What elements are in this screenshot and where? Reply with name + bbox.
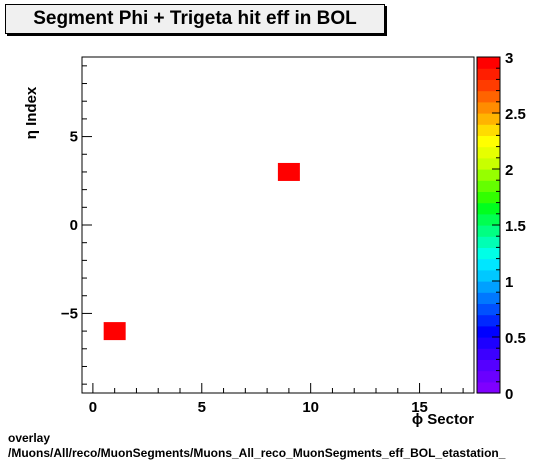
- colorbar-segment: [477, 269, 500, 282]
- colorbar-segment: [477, 370, 500, 383]
- y-axis-label: η Index: [23, 86, 40, 139]
- colorbar-segment: [477, 146, 500, 159]
- y-tick-label: 5: [70, 129, 78, 146]
- colorbar-segment: [477, 247, 500, 260]
- colorbar-segment: [477, 101, 500, 114]
- colorbar-segment: [477, 68, 500, 80]
- colorbar-segment: [477, 236, 500, 248]
- colorbar-segment: [477, 325, 500, 338]
- colorbar-tick-label: 2: [505, 162, 513, 179]
- footer-path-label: /Muons/All/reco/MuonSegments/Muons_All_r…: [8, 446, 506, 460]
- x-axis-label: ϕ Sector: [412, 411, 474, 428]
- colorbar-segment: [477, 381, 500, 394]
- colorbar-tick-label: 1: [505, 274, 513, 291]
- colorbar-segment: [477, 124, 500, 136]
- x-tick-label: 15: [411, 399, 428, 416]
- colorbar-segment: [477, 314, 500, 327]
- colorbar-tick-label: 2.5: [505, 106, 526, 123]
- colorbar-segment: [477, 79, 500, 92]
- colorbar-segment: [477, 213, 500, 226]
- colorbar-tick-label: 0.5: [505, 330, 526, 347]
- x-tick-label: 10: [302, 399, 319, 416]
- colorbar-segment: [477, 348, 500, 360]
- colorbar-segment: [477, 169, 500, 181]
- x-tick-label: 5: [198, 399, 206, 416]
- colorbar-segment: [477, 191, 500, 204]
- colorbar-tick-label: 3: [505, 50, 513, 67]
- colorbar-segment: [477, 292, 500, 304]
- colorbar-segment: [477, 303, 500, 316]
- colorbar-segment: [477, 258, 500, 271]
- colorbar-segment: [477, 337, 500, 349]
- colorbar-segment: [477, 157, 500, 170]
- colorbar-segment: [477, 90, 500, 103]
- colorbar-segment: [477, 359, 500, 372]
- colorbar-segment: [477, 57, 500, 69]
- colorbar-segment: [477, 135, 500, 148]
- y-tick-label: −5: [61, 305, 78, 322]
- colorbar-segment: [477, 113, 500, 125]
- footer-overlay-label: overlay: [8, 431, 51, 445]
- chart-title-box: Segment Phi + Trigeta hit eff in BOL: [5, 4, 385, 34]
- plot-frame: [81, 56, 475, 394]
- x-tick-label: 0: [89, 399, 97, 416]
- colorbar-segment: [477, 281, 500, 293]
- colorbar-segment: [477, 202, 500, 215]
- colorbar-segment: [477, 180, 500, 192]
- colorbar-segment: [477, 225, 500, 237]
- heatmap-cell: [277, 162, 300, 181]
- heatmap-cell: [103, 322, 126, 341]
- colorbar-tick-label: 0: [505, 386, 513, 403]
- chart-title: Segment Phi + Trigeta hit eff in BOL: [33, 8, 357, 29]
- y-tick-label: 0: [70, 217, 78, 234]
- colorbar-tick-label: 1.5: [505, 218, 526, 235]
